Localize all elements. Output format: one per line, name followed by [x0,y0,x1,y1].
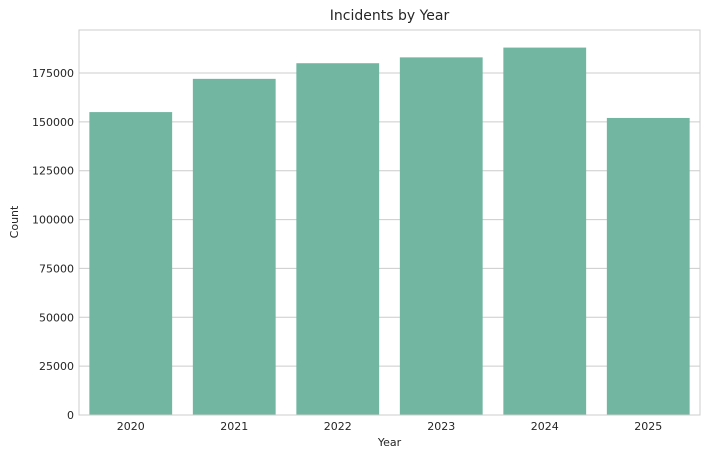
plot-frame [78,29,701,416]
bar-2020 [89,112,173,416]
x-tick-label: 2020 [117,420,145,433]
bar-2025 [606,117,690,416]
y-tick-label: 75000 [39,262,74,275]
x-axis-label: Year [377,436,402,449]
y-tick-labels: 0 25000 50000 75000 100000 125000 150000 175000 [32,67,74,422]
bars [89,47,690,416]
grid-lines [79,72,700,367]
x-tick-label: 2021 [220,420,248,433]
y-tick-label: 50000 [39,311,74,324]
bar-2021 [192,78,276,416]
y-tick-label: 175000 [32,67,74,80]
chart-title: Incidents by Year [330,8,450,24]
x-tick-label: 2022 [324,420,352,433]
y-tick-label: 100000 [32,214,74,227]
y-tick-label: 0 [67,409,74,422]
y-tick-label: 150000 [32,116,74,129]
x-tick-label: 2023 [427,420,455,433]
y-tick-label: 125000 [32,165,74,178]
x-tick-labels: 2020 2021 2022 2023 2024 2025 [117,420,663,433]
y-tick-label: 25000 [39,360,74,373]
bar-2023 [399,57,483,415]
x-tick-label: 2025 [634,420,662,433]
y-axis-label: Count [8,205,21,238]
bar-2024 [503,47,587,415]
bar-2022 [296,63,380,415]
x-tick-label: 2024 [531,420,559,433]
